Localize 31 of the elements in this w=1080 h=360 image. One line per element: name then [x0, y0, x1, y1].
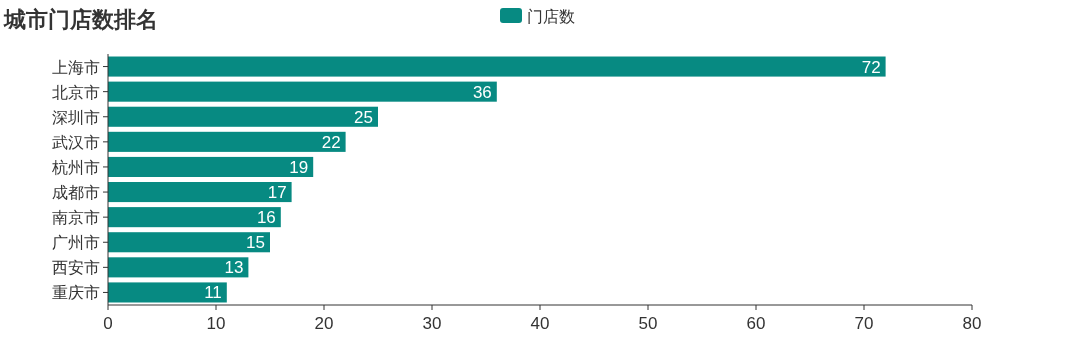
data-label: 16 — [256, 208, 276, 228]
data-label: 72 — [861, 57, 881, 77]
tick-label: 40 — [530, 314, 550, 333]
category-label: 西安市 — [52, 259, 100, 277]
data-label: 36 — [472, 82, 492, 102]
legend-label: 门店数 — [527, 8, 575, 25]
tick-label: 80 — [962, 314, 982, 333]
category-label: 杭州市 — [52, 158, 100, 176]
category-label: 成都市 — [52, 184, 100, 202]
category-label: 南京市 — [52, 209, 100, 227]
data-label: 25 — [354, 107, 373, 127]
title: 城市门店数排名 — [4, 7, 158, 32]
tick-label: 0 — [103, 314, 113, 333]
category-label: 北京市 — [52, 83, 100, 101]
category-label: 武汉市 — [52, 133, 100, 151]
data-label: 11 — [204, 283, 222, 303]
category-label: 深圳市 — [52, 108, 100, 126]
tick-label: 20 — [314, 314, 334, 333]
data-label: 13 — [224, 258, 244, 278]
data-label: 19 — [289, 157, 309, 177]
data-label: 22 — [321, 132, 341, 152]
tick-label: 70 — [854, 314, 874, 333]
category-label: 重庆市 — [52, 284, 100, 302]
category-label: 广州市 — [52, 234, 100, 252]
tick-label: 50 — [638, 314, 658, 333]
data-label: 17 — [267, 183, 287, 203]
category-label: 上海市 — [52, 58, 100, 76]
data-label: 15 — [246, 233, 265, 253]
tick-label: 60 — [746, 314, 766, 333]
tick-label: 10 — [206, 314, 226, 333]
tick-label: 30 — [422, 314, 442, 333]
